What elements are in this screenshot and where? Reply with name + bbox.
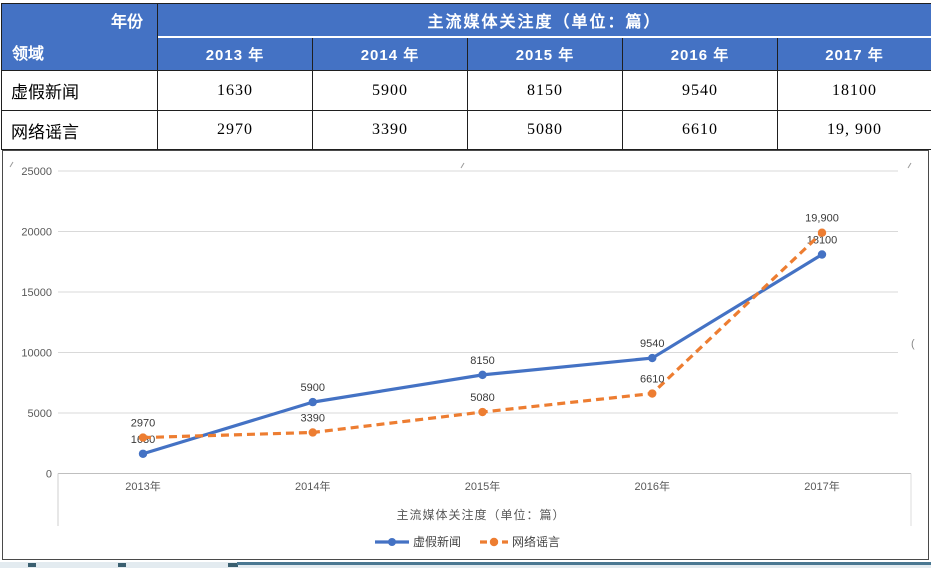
x-tick-label: 2013年	[125, 479, 160, 493]
data-label: 5080	[470, 392, 494, 404]
data-label: 19,900	[805, 213, 839, 225]
series-marker	[478, 370, 487, 380]
data-label: 18100	[807, 234, 838, 246]
table-edge-mark	[28, 563, 36, 567]
table-edge-bar	[237, 562, 931, 565]
value-cell[interactable]: 9540	[623, 71, 778, 111]
series-marker	[817, 250, 827, 259]
series-marker	[817, 228, 827, 237]
series-line-1	[142, 231, 824, 440]
artifact-mark	[9, 161, 14, 168]
value-cell[interactable]: 6610	[623, 111, 778, 149]
series-marker	[308, 428, 317, 437]
legend-label: 网络谣言	[512, 534, 560, 549]
legend-swatch-marker	[489, 537, 499, 547]
series-marker	[138, 433, 148, 442]
value-cell[interactable]: 1630	[158, 71, 313, 111]
x-tick-label: 2017年	[804, 479, 839, 493]
table-edge-mark	[118, 563, 126, 567]
data-label: 3390	[301, 412, 325, 424]
x-tick-label: 2014年	[295, 479, 330, 493]
table-corner-cell[interactable]: 年份 领域	[2, 4, 158, 71]
value-cell[interactable]: 3390	[313, 111, 468, 149]
year-header-2013[interactable]: 2013 年	[158, 38, 313, 71]
legend-label: 虚假新闻	[413, 534, 461, 549]
line-chart-canvas: 0 5000 10000 15000 20000 25000 2013年 2014年 2015年…	[9, 161, 915, 549]
series-marker	[308, 397, 317, 407]
series-marker	[648, 389, 657, 398]
y-tick-label: 20000	[21, 227, 52, 239]
artifact-mark	[460, 162, 465, 169]
series-marker	[138, 449, 148, 458]
value-cell[interactable]: 8150	[468, 71, 623, 111]
x-tick-label: 2016年	[635, 479, 670, 493]
series-marker	[648, 353, 657, 363]
y-tick-label: 15000	[21, 287, 52, 299]
data-label: 6610	[640, 374, 664, 386]
line-chart-object[interactable]: 0 5000 10000 15000 20000 25000 2013年 2014年 2015年…	[2, 150, 929, 560]
partial-next-table-edge	[0, 562, 931, 568]
value-cell[interactable]: 19, 900	[778, 111, 931, 149]
chart-title: 主流媒体关注度（单位：篇）	[396, 507, 565, 522]
year-header-2014[interactable]: 2014 年	[313, 38, 468, 71]
data-label: 8150	[470, 355, 494, 367]
row-label-fake-news[interactable]: 虚假新闻	[2, 71, 158, 111]
data-label: 9540	[640, 338, 664, 350]
year-header-2017[interactable]: 2017 年	[778, 38, 931, 71]
corner-label-field: 领域	[12, 46, 45, 63]
data-label: 5900	[301, 382, 325, 394]
y-tick-label: 25000	[21, 166, 52, 178]
row-label-rumors[interactable]: 网络谣言	[2, 111, 158, 149]
corner-label-year: 年份	[110, 14, 143, 31]
artifact-mark: (	[911, 338, 915, 350]
attention-data-table: 年份 领域 主流媒体关注度（单位：篇） 2013 年 2014 年 2015 年…	[1, 3, 931, 150]
y-tick-label: 0	[46, 469, 52, 481]
value-cell[interactable]: 5900	[313, 71, 468, 111]
series-marker	[478, 407, 487, 417]
value-cell[interactable]: 5080	[468, 111, 623, 149]
value-cell[interactable]: 18100	[778, 71, 931, 111]
artifact-mark	[907, 162, 912, 169]
legend-swatch-marker	[388, 538, 396, 546]
y-tick-label: 5000	[28, 408, 52, 420]
table-edge-mark	[228, 563, 238, 567]
year-header-2016[interactable]: 2016 年	[623, 38, 778, 71]
y-tick-label: 10000	[21, 348, 52, 360]
value-cell[interactable]: 2970	[158, 111, 313, 149]
year-header-2015[interactable]: 2015 年	[468, 38, 623, 71]
data-label: 2970	[131, 418, 155, 430]
table-title-cell[interactable]: 主流媒体关注度（单位：篇）	[158, 4, 931, 38]
x-tick-label: 2015年	[465, 479, 500, 493]
